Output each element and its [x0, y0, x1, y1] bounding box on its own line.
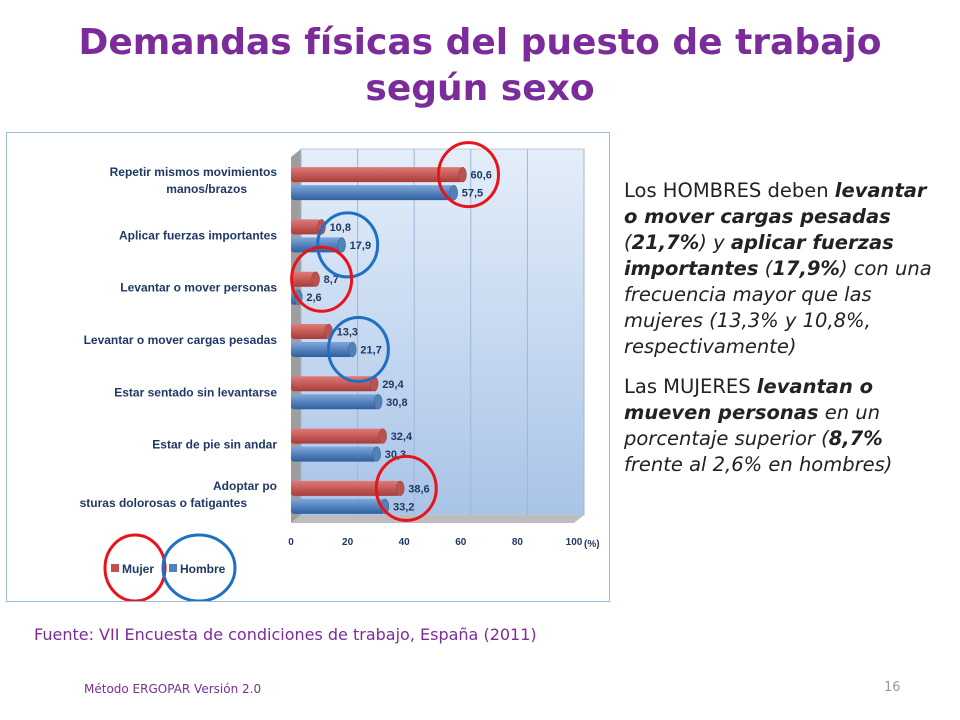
data-label: 33,2	[393, 501, 414, 513]
x-tick-label: 80	[512, 537, 524, 548]
legend-highlight-circle	[103, 533, 167, 601]
data-label: 13,3	[337, 327, 358, 339]
category-label: sturas dolorosas o fatigantes	[80, 496, 248, 510]
highlight-circle	[436, 141, 500, 209]
text-run-bold: 8,7%	[828, 427, 883, 450]
bar-cap	[372, 446, 381, 462]
text-run: (	[624, 231, 632, 254]
bar-chart: 0 20 40 60 80 100 (%) 60,6 57,5 Repetir mismos mo…	[6, 132, 610, 602]
text-run: ) con una frecuencia mayor que las mujer…	[624, 257, 932, 358]
bar-hombre	[291, 394, 379, 410]
highlight-circle	[326, 316, 390, 383]
x-axis-label: (%)	[584, 539, 600, 550]
highlight-circle	[374, 454, 438, 522]
page-number: 16	[884, 680, 901, 695]
text-run: ) y	[699, 231, 731, 254]
legend-highlight-circle	[161, 533, 237, 601]
bar-cap	[311, 271, 320, 287]
x-tick-label: 100	[566, 537, 583, 548]
paragraph-hombres: Los HOMBRES deben levantar o mover carga…	[624, 178, 934, 360]
paragraph-mujeres: Las MUJERES levantan o mueven personas e…	[624, 374, 934, 478]
data-label: 32,4	[391, 431, 413, 443]
data-label: 60,6	[470, 170, 491, 182]
bar-cap	[348, 341, 357, 358]
data-label: 2,6	[306, 292, 321, 304]
chart-svg: 0 20 40 60 80 100 (%) 60,6 57,5 Repetir mismos mo…	[80, 141, 600, 601]
bar-hombre	[291, 185, 454, 201]
bar-cap	[378, 428, 387, 444]
chart-floor	[291, 515, 584, 523]
bar-cap	[396, 480, 405, 497]
bar-cap	[373, 394, 383, 410]
bar-mujer	[291, 376, 375, 392]
text-run-bold: 17,9%	[772, 257, 840, 280]
bar-mujer	[291, 480, 401, 496]
text-run-bold: aplicar fuerzas importantes	[624, 231, 894, 280]
text-run: Los HOMBRES deben	[624, 179, 835, 202]
bar-mujer	[291, 271, 316, 287]
data-label: 30,8	[386, 397, 407, 409]
text-run: frente al 2,6% en hombres)	[624, 453, 893, 476]
bar-hombre	[291, 446, 377, 462]
footer-text: Método ERGOPAR Versión 2.0	[84, 682, 262, 696]
side-text: Los HOMBRES deben levantar o mover carga…	[624, 178, 934, 492]
bar-mujer	[291, 219, 322, 235]
bar-mujer	[291, 428, 383, 444]
legend-swatch-hombre	[169, 564, 177, 572]
category-label: Estar de pie sin andar	[152, 438, 277, 452]
category-label: Levantar o mover personas	[120, 281, 277, 295]
legend-label-hombre: Hombre	[180, 562, 226, 576]
bar-cap	[449, 184, 458, 201]
x-tick-label: 0	[288, 537, 294, 548]
highlight-circle	[316, 211, 380, 279]
source-note: Fuente: VII Encuesta de condiciones de t…	[34, 625, 537, 644]
x-tick-label: 40	[399, 537, 411, 548]
bar-hombre	[291, 342, 353, 357]
data-label: 38,6	[408, 483, 429, 495]
bar-cap	[458, 166, 467, 183]
data-label: 57,5	[462, 188, 483, 200]
category-label: Estar sentado sin levantarse	[114, 385, 277, 399]
category-label: Adoptar po	[213, 479, 277, 493]
category-label: Repetir mismos movimientos	[110, 165, 278, 179]
text-run-bold: levantar o mover cargas pesadas	[624, 179, 927, 228]
category-label: Levantar o mover cargas pesadas	[84, 333, 278, 347]
text-run-bold: levantan o mueven personas	[624, 375, 874, 424]
category-label: manos/brazos	[166, 182, 247, 196]
bar-mujer	[291, 324, 329, 339]
data-label: 8,7	[324, 274, 339, 286]
data-label: 10,8	[330, 222, 351, 234]
text-run: (	[758, 257, 773, 280]
text-run-bold: 21,7%	[631, 231, 700, 254]
bar-hombre	[291, 498, 385, 514]
legend-label-mujer: Mujer	[122, 562, 154, 576]
data-label: 21,7	[360, 345, 381, 357]
category-label: Aplicar fuerzas importantes	[119, 228, 277, 242]
data-label: 17,9	[350, 240, 371, 252]
slide-title: Demandas físicas del puesto de trabajo s…	[78, 22, 882, 109]
legend-swatch-mujer	[111, 564, 119, 572]
text-run: Las MUJERES	[624, 375, 757, 398]
bar-mujer	[291, 167, 463, 183]
data-label: 29,4	[382, 379, 404, 391]
bar-cap	[337, 237, 346, 253]
x-tick-label: 20	[342, 537, 354, 548]
highlight-circle	[290, 245, 354, 313]
text-run: en un porcentaje superior (	[624, 401, 880, 450]
x-tick-label: 60	[455, 537, 467, 548]
